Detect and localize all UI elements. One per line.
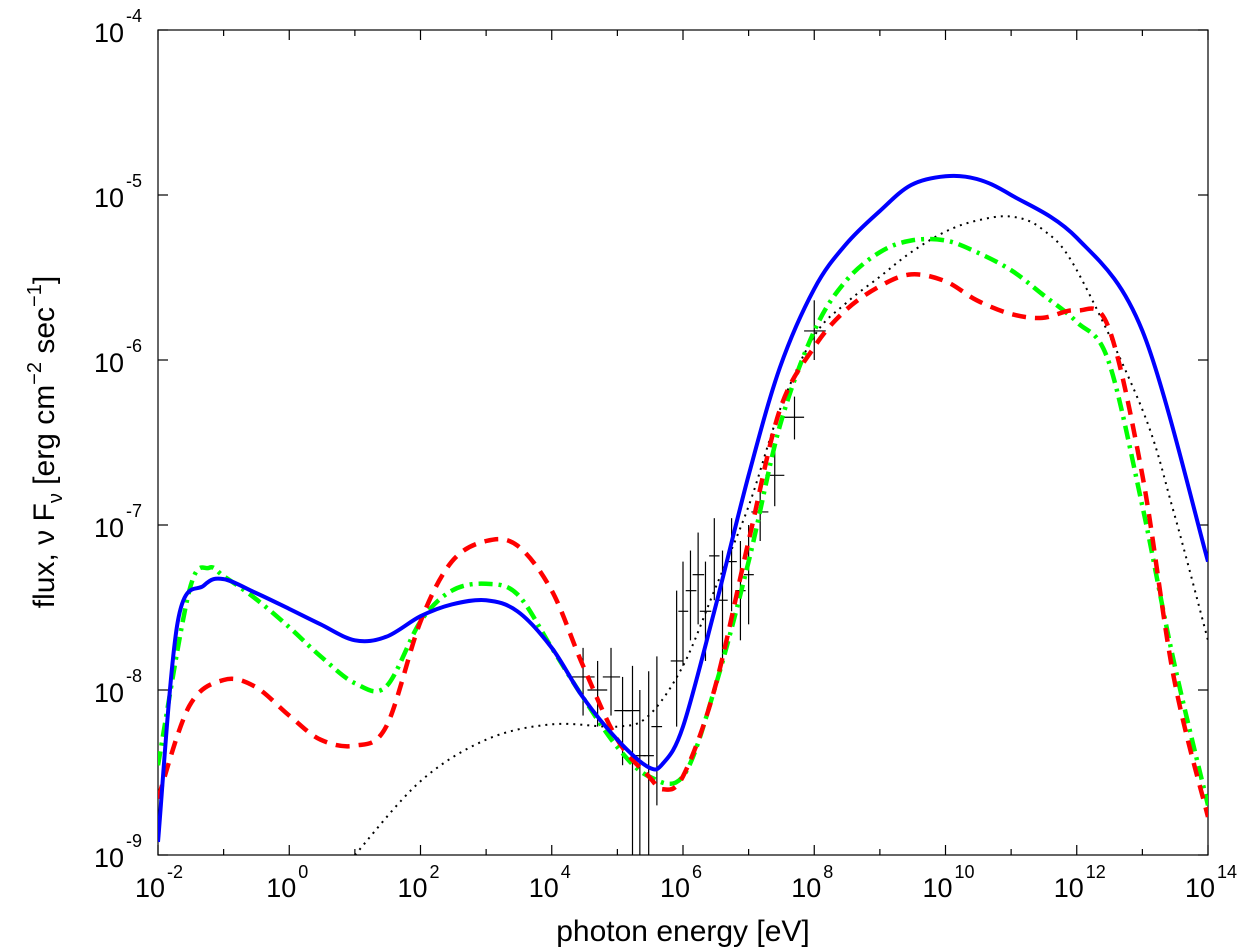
y-axis-title-units-mid: sec bbox=[28, 307, 61, 362]
x-tick-label-exponent: -2 bbox=[167, 862, 183, 882]
x-tick-label: 10 bbox=[135, 873, 165, 903]
x-tick-label: 10 bbox=[397, 873, 427, 903]
x-tick-label-exponent: 14 bbox=[1217, 862, 1237, 882]
y-axis-title-F: F bbox=[28, 503, 61, 530]
x-tick-label: 10 bbox=[660, 873, 690, 903]
y-tick-label: 10 bbox=[94, 513, 124, 543]
x-tick-label: 10 bbox=[266, 873, 296, 903]
x-tick-label-exponent: 12 bbox=[1086, 862, 1106, 882]
y-tick-label-exponent: -8 bbox=[126, 666, 142, 686]
x-tick-label-exponent: 8 bbox=[823, 862, 833, 882]
y-axis-title-nu-subscript: ν bbox=[45, 493, 67, 503]
x-tick-label-exponent: 4 bbox=[561, 862, 571, 882]
x-tick-label-exponent: 6 bbox=[692, 862, 702, 882]
y-tick-label: 10 bbox=[94, 843, 124, 873]
x-tick-label-exponent: 2 bbox=[430, 862, 440, 882]
x-tick-label: 10 bbox=[791, 873, 821, 903]
x-axis-title: photon energy [eV] bbox=[556, 915, 810, 948]
series-line-dotted bbox=[354, 215, 1208, 855]
y-tick-label-exponent: -5 bbox=[126, 171, 142, 191]
y-axis-title-exp2: −1 bbox=[24, 284, 46, 307]
tick-marks bbox=[157, 29, 1209, 856]
y-axis-title-nu: ν bbox=[28, 530, 61, 545]
series-line-solid bbox=[158, 173, 1208, 843]
y-axis-title-units-open: [erg cm bbox=[28, 385, 61, 493]
y-axis-title: flux, ν Fν [erg cm−2 sec−1] bbox=[24, 276, 67, 608]
y-axis-title-exp1: −2 bbox=[24, 362, 46, 385]
tick-labels: 10-210010210410610810101012101410-910-81… bbox=[94, 6, 1237, 903]
x-tick-label-exponent: 0 bbox=[298, 862, 308, 882]
y-axis-title-units-close: ] bbox=[28, 276, 61, 284]
y-tick-label: 10 bbox=[94, 18, 124, 48]
x-tick-label-exponent: 10 bbox=[955, 862, 975, 882]
y-tick-label-exponent: -9 bbox=[126, 831, 142, 851]
x-tick-label: 10 bbox=[1054, 873, 1084, 903]
y-axis-title-prefix: flux, bbox=[28, 545, 61, 608]
x-tick-label: 10 bbox=[922, 873, 952, 903]
y-tick-label: 10 bbox=[94, 348, 124, 378]
x-tick-label: 10 bbox=[1185, 873, 1215, 903]
plot-area bbox=[157, 29, 1209, 856]
y-tick-label: 10 bbox=[94, 183, 124, 213]
y-tick-label-exponent: -6 bbox=[126, 336, 142, 356]
x-tick-label: 10 bbox=[529, 873, 559, 903]
y-tick-label: 10 bbox=[94, 678, 124, 708]
series-lines bbox=[158, 173, 1208, 855]
series-line-dashed bbox=[158, 272, 1208, 818]
y-tick-label-exponent: -7 bbox=[126, 501, 142, 521]
y-tick-label-exponent: -4 bbox=[126, 6, 142, 26]
